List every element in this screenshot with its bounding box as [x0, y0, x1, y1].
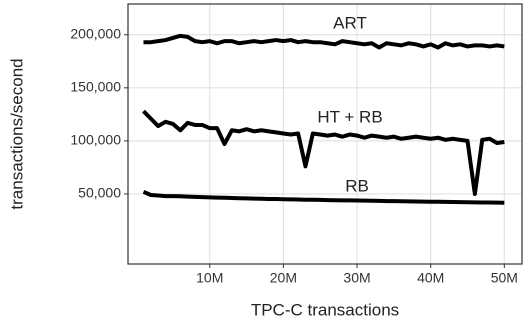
plot-border: [127, 3, 523, 265]
x-tick-label: 20M: [270, 270, 297, 286]
x-tick-label: 50M: [491, 270, 518, 286]
line-series: [142, 109, 505, 196]
x-axis-title: TPC-C transactions: [251, 300, 399, 319]
line-series: [143, 33, 505, 50]
x-tick-label: 30M: [343, 270, 370, 286]
y-tick-label: 150,000: [70, 79, 121, 95]
line-series: [142, 190, 505, 205]
y-axis-title: transactions/second: [7, 58, 26, 209]
x-tick-label: 40M: [417, 270, 444, 286]
x-tick-label: 10M: [196, 270, 223, 286]
series-label: RB: [345, 176, 369, 195]
y-tick-label: 50,000: [78, 185, 121, 201]
y-tick-label: 100,000: [70, 132, 121, 148]
y-tick-label: 200,000: [70, 25, 121, 41]
series-label: HT + RB: [317, 107, 382, 126]
series-label: ART: [333, 13, 367, 32]
